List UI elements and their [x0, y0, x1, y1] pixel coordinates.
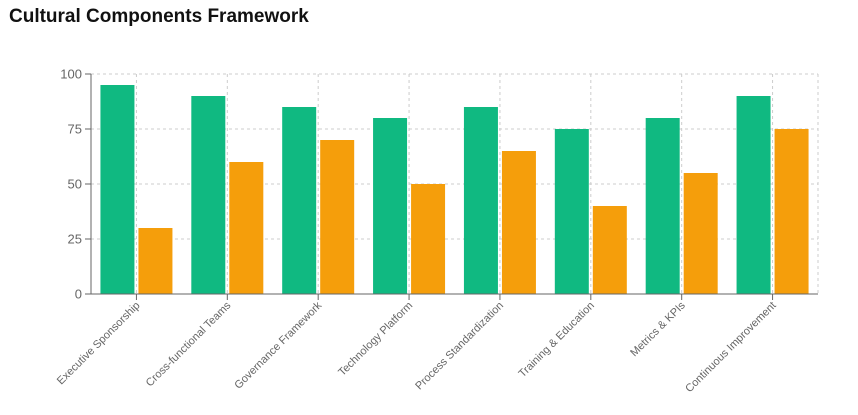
y-tick-label: 100 [60, 67, 82, 82]
bar-1[interactable] [373, 118, 408, 294]
x-tick-label: Governance Framework [232, 299, 324, 391]
bar-2[interactable] [683, 173, 718, 294]
bar-2[interactable] [229, 162, 264, 294]
y-tick-label: 75 [68, 122, 82, 137]
bar-1[interactable] [736, 96, 771, 294]
bar-2[interactable] [411, 184, 446, 294]
x-tick-label: Continuous Improvement [683, 300, 778, 395]
bar-2[interactable] [501, 151, 536, 294]
bar-2[interactable] [774, 129, 809, 294]
y-tick-label: 25 [68, 232, 82, 247]
y-tick-label: 0 [75, 287, 82, 302]
y-tick-label: 50 [68, 177, 82, 192]
x-tick-label: Training & Education [517, 300, 597, 380]
x-axis-ticks: Executive Sponsorship Cross-functional Te… [55, 294, 779, 395]
x-tick-label: Executive Sponsorship [55, 300, 143, 388]
x-tick-label: Technology Platform [336, 300, 415, 379]
bar-1[interactable] [191, 96, 226, 294]
bar-1[interactable] [282, 107, 317, 294]
chart-title: Cultural Components Framework [9, 6, 309, 27]
bars [100, 85, 809, 294]
bar-2[interactable] [592, 206, 627, 294]
x-tick-label: Process Standardization [413, 300, 506, 393]
x-tick-label: Metrics & KPIs [628, 299, 688, 359]
bar-1[interactable] [554, 129, 589, 294]
bar-1[interactable] [100, 85, 135, 294]
bar-2[interactable] [320, 140, 355, 294]
bar-2[interactable] [138, 228, 173, 294]
bar-1[interactable] [645, 118, 680, 294]
x-tick-label: Cross-functional Teams [144, 299, 234, 389]
y-axis-ticks: 0 25 50 75 100 [60, 67, 91, 302]
bar-1[interactable] [463, 107, 498, 294]
